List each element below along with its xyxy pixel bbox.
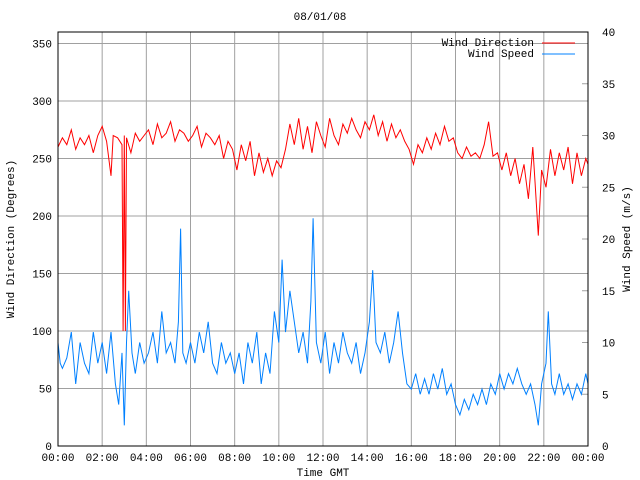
series-line-wind-direction	[57, 114, 589, 332]
x-tick-label: 22:00	[527, 453, 560, 465]
x-tick-label: 06:00	[174, 453, 207, 465]
plot-frame	[57, 31, 589, 447]
grid	[58, 31, 588, 447]
legend-label-wind-direction: Wind Direction	[442, 38, 534, 50]
x-axis-label: Time GMT	[297, 468, 350, 480]
y-left-tick-label: 150	[32, 270, 52, 282]
y-left-tick-label: 50	[39, 385, 52, 397]
y-axis-right-label: Wind Speed (m/s)	[622, 186, 634, 292]
x-tick-label: 12:00	[306, 453, 339, 465]
x-tick-label: 08:00	[218, 453, 251, 465]
series-line-wind-speed	[57, 218, 589, 426]
y-left-tick-label: 100	[32, 327, 52, 339]
y-axis-left-label: Wind Direction (Degrees)	[6, 160, 18, 318]
y-right-tick-label: 30	[602, 132, 615, 144]
legend-label-wind-speed: Wind Speed	[468, 49, 534, 61]
y-right-tick-label: 0	[602, 442, 609, 454]
x-tick-label: 16:00	[395, 453, 428, 465]
x-tick-label: 10:00	[262, 453, 295, 465]
y-right-tick-label: 15	[602, 287, 615, 299]
tick-labels: 00:00 02:00 04:00 06:00 08:00 10:00 12:00 14:00…	[32, 28, 615, 465]
y-left-tick-label: 250	[32, 155, 52, 167]
legend: Wind Direction Wind Speed	[442, 38, 575, 61]
y-right-tick-label: 10	[602, 339, 615, 351]
y-left-tick-label: 0	[45, 442, 52, 454]
x-tick-label: 14:00	[351, 453, 384, 465]
y-left-tick-label: 300	[32, 97, 52, 109]
chart-title: 08/01/08	[294, 12, 347, 24]
x-tick-label: 20:00	[483, 453, 516, 465]
y-left-tick-label: 200	[32, 212, 52, 224]
x-tick-label: 04:00	[130, 453, 163, 465]
plot-lines	[57, 114, 589, 426]
y-right-tick-label: 20	[602, 235, 615, 247]
y-right-tick-label: 5	[602, 390, 609, 402]
y-right-tick-label: 25	[602, 183, 615, 195]
x-tick-label: 18:00	[439, 453, 472, 465]
x-tick-label: 00:00	[41, 453, 74, 465]
y-left-tick-label: 350	[32, 40, 52, 52]
y-right-tick-label: 35	[602, 80, 615, 92]
x-tick-label: 00:00	[571, 453, 604, 465]
x-tick-label: 02:00	[86, 453, 119, 465]
y-right-tick-label: 40	[602, 28, 615, 40]
